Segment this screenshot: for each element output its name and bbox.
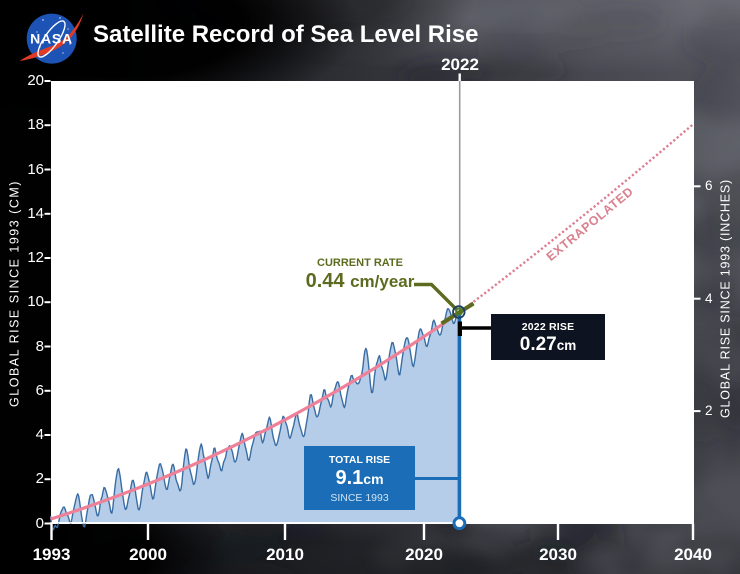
svg-text:NASA: NASA: [30, 31, 73, 47]
